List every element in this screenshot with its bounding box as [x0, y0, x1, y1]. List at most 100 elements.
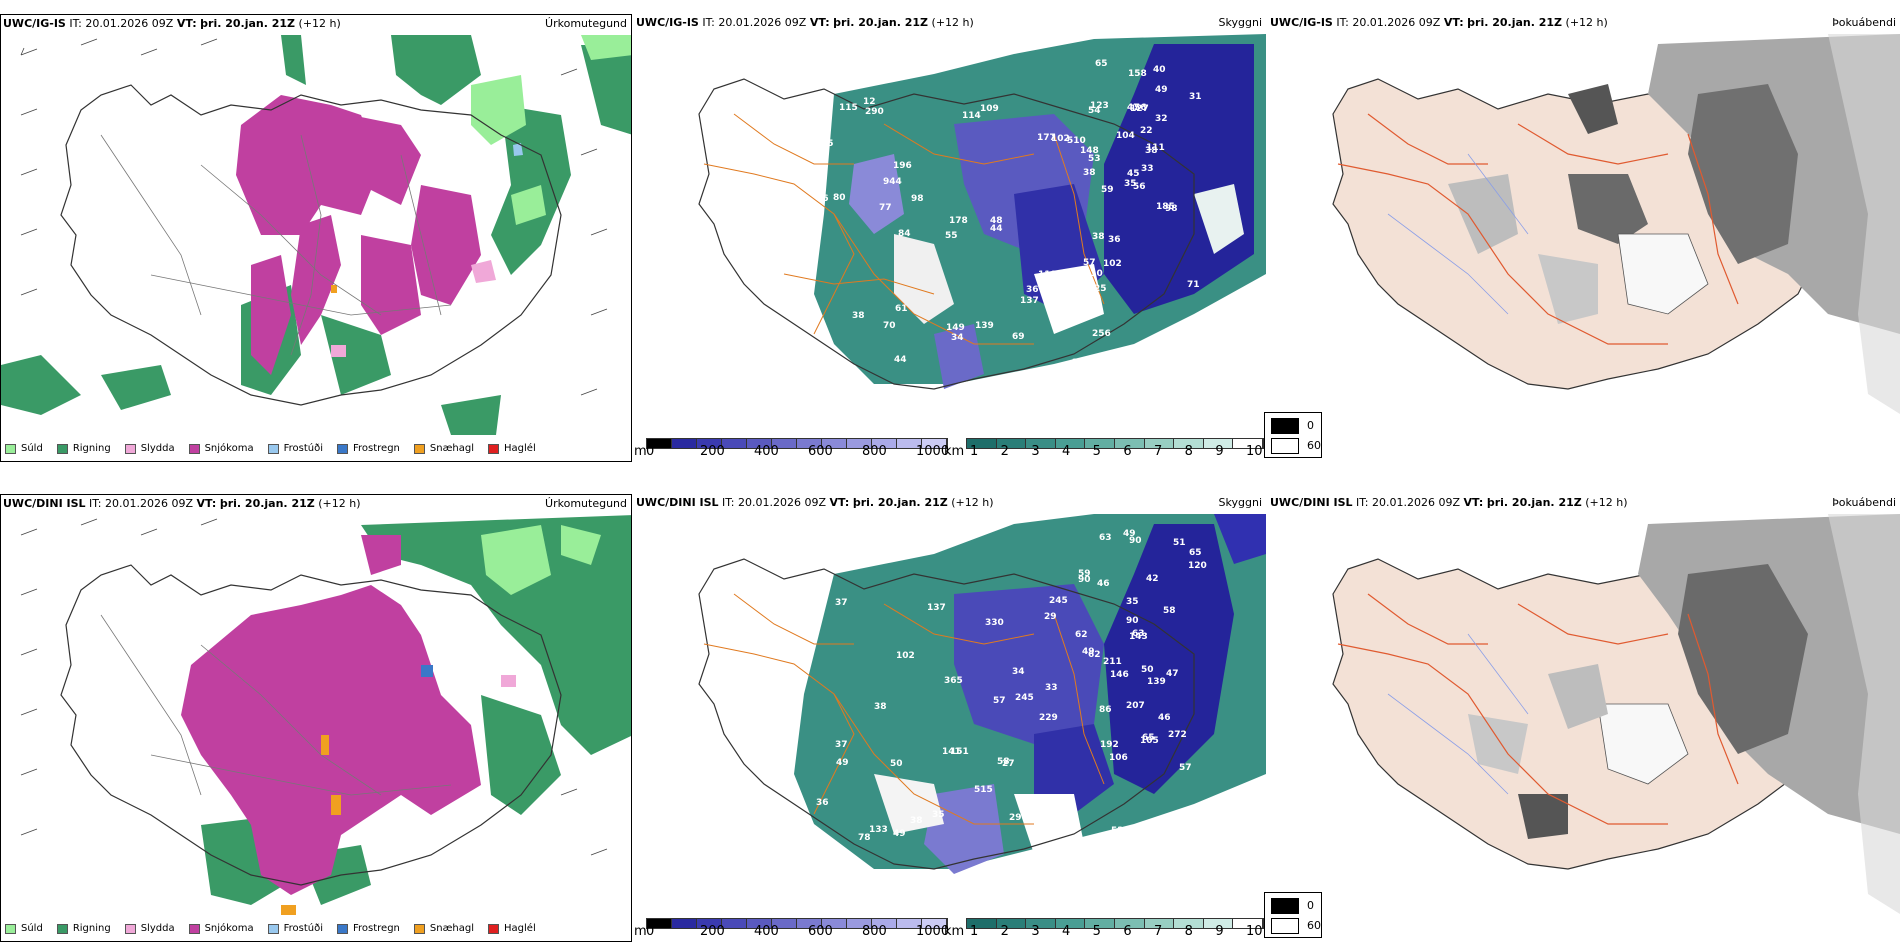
visibility-value-label: 34: [1012, 667, 1025, 677]
ceiling-unit-label: m: [634, 924, 647, 939]
visibility-value-label: 31: [1189, 92, 1202, 102]
visibility-value-label: 211: [1103, 657, 1122, 667]
precip-legend-item: Snjókoma: [188, 923, 254, 934]
visibility-value-label: 137: [927, 603, 946, 613]
visibility-map-row1: 5654455738364056493365715331353225472238…: [698, 34, 1266, 390]
colorbar-segment: [747, 919, 772, 928]
visibility-value-label: 944: [883, 177, 902, 187]
precip-legend-item: Frostregn: [337, 443, 400, 454]
colorbar-tick-label: 10: [1246, 924, 1263, 939]
panel-type-title: Skyggni: [1218, 496, 1262, 509]
visibility-value-label: 38: [910, 816, 923, 826]
visibility-value-label: 290: [865, 107, 884, 117]
panel-title-row2-fog: UWC/DINI ISL IT: 20.01.2026 09Z VT: þri.…: [1270, 496, 1628, 509]
precip-legend-label: Frostúði: [283, 923, 323, 934]
colorbar-tick-label: 4: [1062, 924, 1071, 939]
visibility-value-label: 38: [1083, 168, 1096, 178]
visibility-value-label: 290: [1009, 813, 1028, 823]
visibility-value-label: 33: [1141, 164, 1154, 174]
colorbar-tick-label: 0: [646, 444, 655, 459]
visibility-value-label: 70: [883, 321, 896, 331]
precip-legend-item: Súld: [5, 923, 43, 934]
visibility-value-label: 133: [869, 825, 888, 835]
colorbar-segment: [672, 919, 697, 928]
precip-legend-label: Snjókoma: [204, 443, 254, 454]
colorbar-tick-label: 400: [754, 444, 779, 459]
colorbar-tick-label: 800: [862, 924, 887, 939]
visibility-value-label: 35: [1124, 179, 1137, 189]
precip-legend-swatch: [413, 443, 425, 454]
visibility-value-label: 141: [942, 747, 961, 757]
fog-legend-row2: 0 60: [1264, 892, 1322, 938]
visibility-value-label: 36: [1108, 235, 1121, 245]
visibility-ticks: 1 2 3 4 5 6 7 8 9 10: [966, 444, 1263, 462]
visibility-value-label: 51: [1173, 538, 1186, 548]
precip-legend-item: Snæhagl: [413, 443, 474, 454]
visibility-value-label: 38: [1092, 232, 1105, 242]
colorbar-segment: [1026, 439, 1056, 448]
visibility-value-label: 12: [863, 97, 876, 107]
colorbar-tick-label: 8: [1184, 444, 1193, 459]
fog-legend-swatch-60: [1271, 918, 1299, 934]
visibility-value-label: 48: [990, 216, 1003, 226]
colorbar-tick-label: 3: [1031, 444, 1040, 459]
visibility-value-label: 365: [944, 676, 963, 686]
precip-legend-swatch: [488, 443, 500, 454]
precip-legend-swatch: [124, 923, 136, 934]
visibility-value-label: 86: [1099, 705, 1112, 715]
visibility-value-label: 33: [1045, 683, 1058, 693]
precip-legend-swatch: [56, 923, 68, 934]
visibility-value-label: 57: [1083, 258, 1096, 268]
colorbar-segment: [1203, 439, 1234, 448]
ceiling-ticks: 0 200 400 600 800 1000: [646, 444, 949, 462]
visibility-value-label: 42: [1146, 574, 1159, 584]
visibility-colorbar: [966, 918, 1264, 929]
visibility-value-label: 35: [1126, 597, 1139, 607]
visibility-value-label: 98: [1165, 204, 1178, 214]
visibility-value-label: 149: [946, 323, 965, 333]
visibility-value-label: 27: [1002, 759, 1015, 769]
fog-indicator-panel-row1: UWC/IG-IS IT: 20.01.2026 09Z VT: þri. 20…: [1268, 14, 1900, 462]
colorbar-segment: [1114, 919, 1145, 928]
visibility-value-label: 57: [1179, 763, 1192, 773]
precip-legend-label: Frostregn: [353, 443, 400, 454]
precip-legend-swatch: [188, 923, 200, 934]
colorbar-segment: [897, 919, 922, 928]
visibility-unit-label: km: [944, 444, 965, 459]
visibility-value-label: 527: [1111, 826, 1130, 836]
visibility-value-label: 158: [1128, 69, 1147, 79]
visibility-value-label: 45: [1127, 169, 1140, 179]
colorbar-segment: [996, 919, 1027, 928]
precip-legend-item: Slydda: [124, 443, 175, 454]
colorbar-tick-label: 5: [1092, 444, 1101, 459]
visibility-value-label: 515: [974, 785, 993, 795]
visibility-value-label: 44: [990, 224, 1003, 234]
precip-legend-swatch: [188, 443, 200, 454]
precip-legend-swatch: [488, 923, 500, 934]
colorbar-segment: [847, 919, 872, 928]
visibility-value-label: 139: [1147, 677, 1166, 687]
visibility-value-label: 59: [1101, 185, 1114, 195]
colorbar-segment: [967, 919, 997, 928]
colorbar-tick-label: 2: [1000, 444, 1009, 459]
visibility-value-label: 62: [1088, 650, 1101, 660]
colorbar-tick-label: 10: [1246, 444, 1263, 459]
panel-title-row2-precip: UWC/DINI ISL IT: 20.01.2026 09Z VT: þri.…: [3, 497, 361, 510]
visibility-value-label: 90: [1126, 616, 1139, 626]
colorbar-segment: [1233, 439, 1263, 448]
visibility-value-label: 36: [816, 798, 829, 808]
precip-legend-swatch: [124, 443, 136, 454]
colorbar-segment: [1174, 439, 1204, 448]
visibility-value-label: 46: [816, 194, 829, 204]
visibility-value-label: 38: [852, 311, 865, 321]
visibility-value-label: 69: [1012, 332, 1025, 342]
visibility-value-label: 49: [1123, 529, 1136, 539]
visibility-value-label: 123: [1090, 101, 1109, 111]
precip-legend-item: Haglél: [488, 443, 536, 454]
visibility-value-label: 53: [1088, 154, 1101, 164]
fog-legend-label-0: 0: [1307, 899, 1314, 912]
fog-indicator-panel-row2: UWC/DINI ISL IT: 20.01.2026 09Z VT: þri.…: [1268, 494, 1900, 942]
visibility-value-label: 114: [962, 111, 981, 121]
colorbar-segment: [922, 439, 947, 448]
visibility-value-label: 38: [1145, 146, 1158, 156]
